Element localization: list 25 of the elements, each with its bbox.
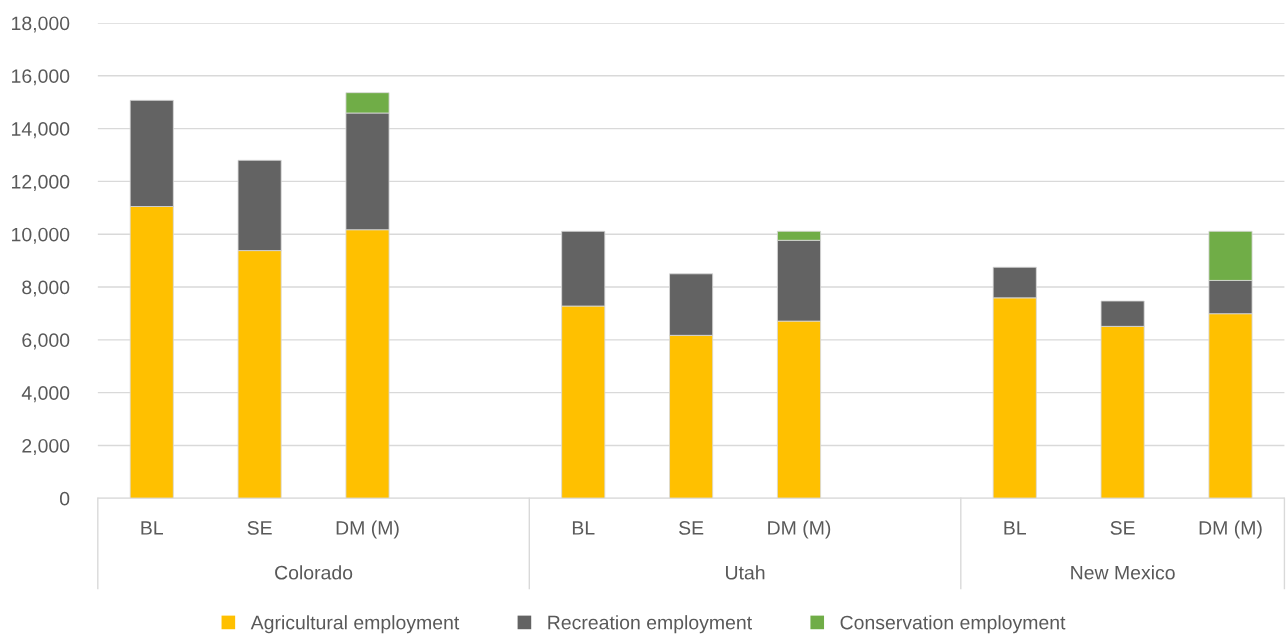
legend-label: Conservation employment [840,615,1066,634]
x-tick-label: SE [679,521,704,535]
x-tick-label: SE [1110,521,1135,535]
y-tick-label: 14,000 [12,122,70,139]
text: New Mexico [1071,565,1175,580]
x-tick-label: DM (M) [768,520,831,539]
x-tick-label: SE [247,521,272,535]
x-tick-label: DM (M) [336,520,399,539]
y-tick-label: 2,000 [22,438,70,455]
y-tick-label: 0 [59,491,70,506]
y-tick-label: 16,000 [12,69,70,86]
y-tick-label: 10,000 [12,227,70,244]
x-tick-label: DM (M) [1199,520,1262,539]
y-tick-label: 18,000 [12,16,70,33]
text: Colorado [275,565,353,580]
x-tick-label: BL [1004,521,1026,535]
legend-label: Agricultural employment [250,615,460,634]
y-tick-label: 6,000 [22,333,70,350]
y-tick-label: 12,000 [12,174,70,191]
x-tick-label: BL [141,521,163,535]
y-tick-label: 8,000 [22,280,70,297]
y-tick-label: 4,000 [21,386,70,403]
text: Utah [726,565,765,580]
legend-label: Recreation employment [548,615,752,634]
x-tick-label: BL [572,521,595,535]
